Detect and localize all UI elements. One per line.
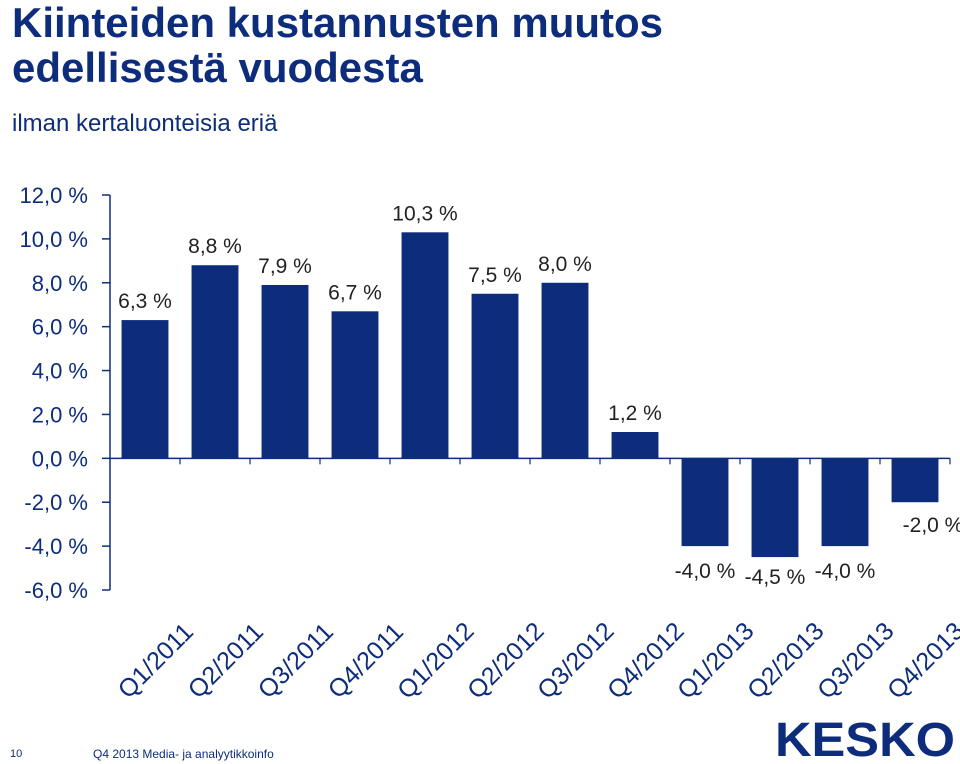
bar-q1-2012 bbox=[401, 232, 449, 459]
y-tick-label: -2,0 % bbox=[24, 490, 88, 515]
data-label: 7,9 % bbox=[258, 255, 312, 278]
x-category-label: Q3/2013 bbox=[812, 617, 900, 705]
y-tick-label: 10,0 % bbox=[20, 227, 89, 252]
data-label: 10,3 % bbox=[392, 202, 457, 225]
data-label: -4,5 % bbox=[745, 566, 806, 589]
x-category-label: Q4/2013 bbox=[882, 617, 960, 705]
y-tick-label: 0,0 % bbox=[32, 446, 88, 471]
y-tick-label: 6,0 % bbox=[32, 315, 88, 340]
data-label: 6,7 % bbox=[328, 281, 382, 304]
bars bbox=[121, 232, 939, 558]
bar-q1-2013 bbox=[681, 458, 729, 547]
bar-q2-2013 bbox=[751, 458, 799, 558]
data-label: 6,3 % bbox=[118, 290, 172, 313]
bar-q3-2011 bbox=[261, 284, 309, 459]
x-category-label: Q1/2012 bbox=[392, 617, 480, 705]
x-category-label: Q4/2012 bbox=[602, 617, 690, 705]
bar-chart: 12,0 % 10,0 % 8,0 % 6,0 % 4,0 % 2,0 % 0,0 % -2,… bbox=[20, 183, 960, 705]
data-label: -4,0 % bbox=[815, 560, 876, 583]
y-tick-label: 8,0 % bbox=[32, 271, 88, 296]
data-label: 8,0 % bbox=[538, 253, 592, 276]
slide-subtitle: ilman kertaluonteisia eriä bbox=[12, 110, 278, 137]
x-category-label: Q3/2011 bbox=[253, 618, 339, 704]
data-label: -4,0 % bbox=[675, 560, 736, 583]
y-tick-label: 12,0 % bbox=[20, 183, 89, 208]
page-number: 10 bbox=[10, 748, 23, 760]
bar-q3-2013 bbox=[821, 458, 869, 547]
x-category-label: Q2/2012 bbox=[462, 617, 550, 705]
bar-q2-2012 bbox=[471, 293, 519, 459]
y-tick-label: 2,0 % bbox=[32, 402, 88, 427]
bar-q4-2011 bbox=[331, 311, 379, 459]
y-tick-label: 4,0 % bbox=[32, 359, 88, 384]
kesko-logo: KESKO bbox=[775, 714, 955, 764]
slide-title-line1: Kiinteiden kustannusten muutos bbox=[12, 0, 664, 46]
slide-title-line2: edellisestä vuodesta bbox=[12, 44, 423, 91]
bar-q3-2012 bbox=[541, 282, 589, 459]
bar-q4-2012 bbox=[611, 432, 659, 459]
slide-title: Kiinteiden kustannusten muutos edellises… bbox=[12, 0, 663, 90]
bar-q4-2013 bbox=[891, 458, 939, 503]
x-category-label: Q4/2011 bbox=[323, 618, 409, 704]
data-label: -2,0 % bbox=[903, 514, 960, 537]
data-label: 8,8 % bbox=[188, 235, 242, 258]
logo-text: KESKO bbox=[775, 714, 955, 764]
bar-q2-2011 bbox=[191, 265, 239, 459]
y-tick-label: -6,0 % bbox=[24, 578, 88, 603]
data-labels: 6,3 % 8,8 % 7,9 % 6,7 % 10,3 % 7,5 % 8,0 % 1,2 … bbox=[118, 202, 960, 589]
x-category-label: Q1/2013 bbox=[672, 617, 760, 705]
x-category-label: Q2/2013 bbox=[742, 617, 830, 705]
footer-text: Q4 2013 Media- ja analyytikkoinfo bbox=[93, 747, 274, 761]
data-label: 7,5 % bbox=[468, 264, 522, 287]
x-category-label: Q2/2011 bbox=[183, 618, 269, 704]
x-category-label: Q3/2012 bbox=[532, 617, 620, 705]
y-tick-label: -4,0 % bbox=[24, 534, 88, 559]
x-category-label: Q1/2011 bbox=[113, 618, 199, 704]
data-label: 1,2 % bbox=[608, 402, 662, 425]
bar-q1-2011 bbox=[121, 320, 169, 459]
